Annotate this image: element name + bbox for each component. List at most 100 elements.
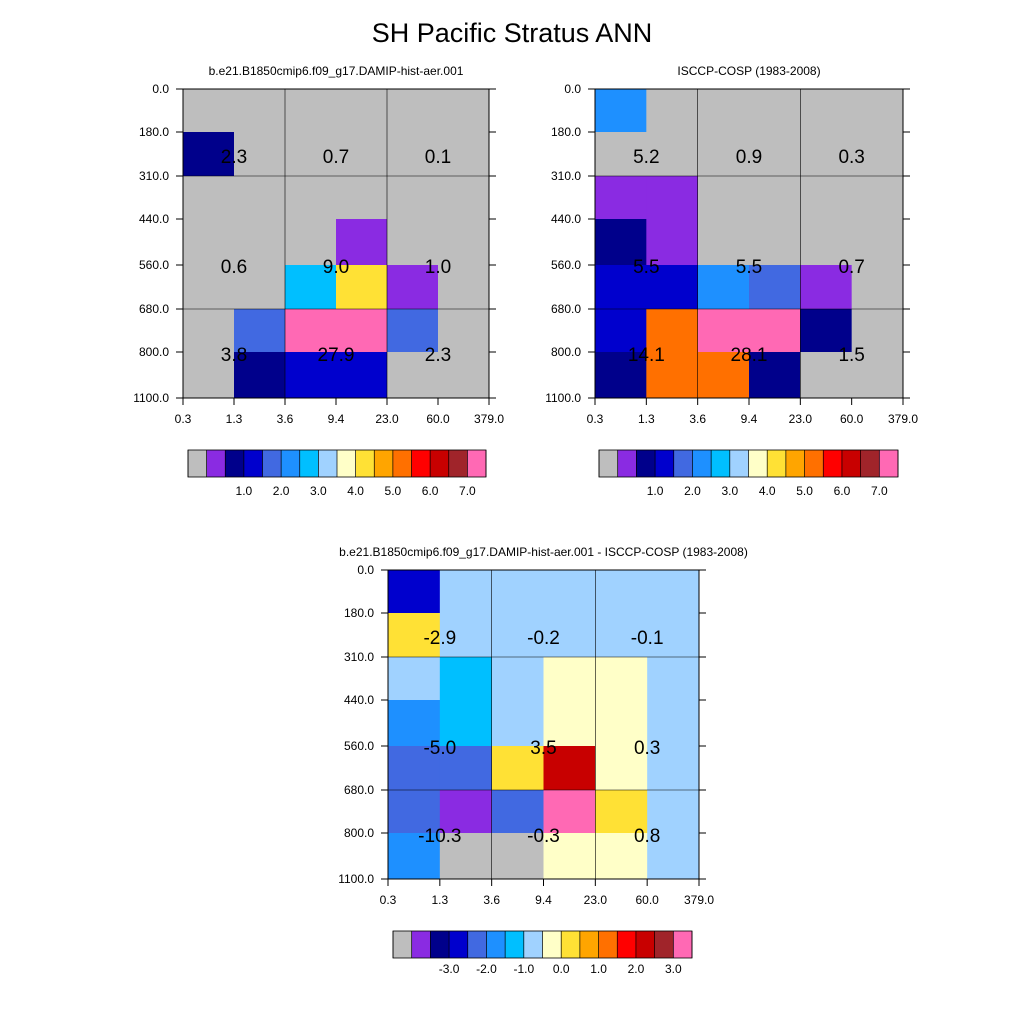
x-tick-label: 1.3 — [431, 893, 448, 907]
heatmap-cell — [595, 89, 647, 133]
colorbar-tick-label: -2.0 — [476, 962, 497, 976]
heatmap-cell — [749, 89, 801, 133]
colorbar-tick-label: 3.0 — [310, 484, 327, 498]
heatmap-cell — [647, 570, 700, 614]
heatmap-cell — [800, 352, 853, 399]
heatmap-cell — [336, 219, 388, 266]
colorbar-swatch — [467, 450, 487, 477]
heatmap-cell — [697, 265, 750, 310]
cell-value-label: 5.2 — [633, 147, 659, 168]
colorbar-tick-label: 2.0 — [628, 962, 645, 976]
heatmap-cell — [800, 176, 853, 220]
x-tick-label: 1.3 — [226, 412, 243, 426]
heatmap-cell — [438, 265, 490, 310]
colorbar-tick-label: -1.0 — [513, 962, 534, 976]
x-tick-label: 60.0 — [635, 893, 659, 907]
colorbar-swatch — [748, 450, 768, 477]
y-tick-label: 310.0 — [139, 169, 169, 183]
colorbar-swatch — [523, 931, 543, 958]
heatmap-cell — [439, 570, 493, 614]
colorbar-swatch — [804, 450, 824, 477]
colorbar-tick-label: 0.0 — [553, 962, 570, 976]
colorbar-swatch — [225, 450, 245, 477]
heatmap-cell — [646, 89, 699, 133]
heatmap-cell — [491, 700, 544, 747]
colorbar-swatch — [599, 450, 618, 477]
x-tick-label: 0.3 — [380, 893, 397, 907]
heatmap-cell — [285, 89, 337, 133]
heatmap-cell — [491, 746, 544, 791]
heatmap-cell — [285, 352, 337, 399]
heatmap-cell — [595, 176, 647, 220]
heatmap-cell — [388, 700, 441, 747]
colorbar-swatch — [617, 450, 637, 477]
colorbar-swatch — [318, 450, 338, 477]
heatmap-cell — [647, 613, 700, 658]
heatmap-cell — [851, 352, 904, 399]
heatmap-cell — [851, 89, 904, 133]
colorbar-swatch — [449, 931, 469, 958]
x-tick-label: 23.0 — [789, 412, 813, 426]
colorbar-swatch — [692, 450, 712, 477]
heatmap-cell — [749, 265, 801, 310]
colorbar-swatch — [355, 450, 375, 477]
heatmap-cell — [183, 89, 235, 133]
cell-value-label: 2.3 — [425, 345, 451, 366]
y-tick-label: 680.0 — [139, 302, 169, 316]
colorbar-frame — [392, 930, 693, 959]
heatmap-cell — [387, 176, 439, 220]
colorbar-swatch — [392, 450, 412, 477]
heatmap-cell — [491, 613, 544, 658]
heatmap-cell — [285, 265, 337, 310]
panel-1: 0.0 180.0 310.0 440.0 560.0 680.0 800.0 1100.0 0… — [545, 82, 918, 498]
heatmap-cell — [439, 746, 493, 791]
colorbar-swatch — [299, 450, 319, 477]
colorbar-tick-label: 5.0 — [385, 484, 402, 498]
heatmap-cell — [697, 176, 750, 220]
colorbar-swatch — [655, 450, 675, 477]
heatmap-cell — [285, 132, 337, 177]
colorbar-swatch — [393, 931, 412, 958]
heatmap-cell — [647, 833, 700, 880]
y-tick-label: 0.0 — [564, 82, 581, 96]
heatmap-cell — [595, 790, 648, 834]
heatmap-cell — [697, 132, 750, 177]
x-tick-label: 0.3 — [175, 412, 192, 426]
colorbar-swatch — [374, 450, 394, 477]
heatmap-cell — [543, 570, 596, 614]
y-tick-label: 180.0 — [551, 125, 581, 139]
x-tick-label: 60.0 — [426, 412, 450, 426]
heatmap-cell — [234, 309, 286, 353]
cell-value-label: -2.9 — [423, 628, 456, 649]
heatmap-cell — [646, 352, 699, 399]
heatmap-cell — [388, 657, 441, 701]
heatmap-cell — [438, 132, 490, 177]
heatmap-cell — [697, 309, 750, 353]
heatmap-cell — [336, 352, 388, 399]
heatmap-cell — [646, 176, 699, 220]
heatmap-cell — [749, 309, 801, 353]
colorbar-swatch — [486, 931, 506, 958]
colorbar-swatch — [505, 931, 525, 958]
y-tick-label: 440.0 — [551, 212, 581, 226]
x-tick-label: 3.6 — [277, 412, 294, 426]
heatmap-cell — [439, 613, 493, 658]
heatmap-cell — [697, 352, 750, 399]
panel-title-diff: b.e21.B1850cmip6.f09_g17.DAMIP-hist-aer.… — [339, 545, 748, 559]
colorbar-swatch — [673, 931, 693, 958]
colorbar-swatch — [654, 931, 674, 958]
colorbar-swatch — [823, 450, 843, 477]
y-tick-label: 560.0 — [139, 258, 169, 272]
colorbar-tick-label: 2.0 — [273, 484, 290, 498]
heatmap-cell — [438, 89, 490, 133]
colorbar-swatch — [598, 931, 618, 958]
colorbar-swatch — [785, 450, 805, 477]
heatmap-cell — [234, 265, 286, 310]
heatmap-cell — [439, 700, 493, 747]
heatmap-cell — [646, 219, 699, 266]
cell-value-label: -10.3 — [418, 826, 461, 847]
heatmap-cell — [234, 89, 286, 133]
heatmap-cell — [234, 176, 286, 220]
cell-value-label: 1.0 — [425, 257, 451, 278]
heatmap-cell — [749, 132, 801, 177]
